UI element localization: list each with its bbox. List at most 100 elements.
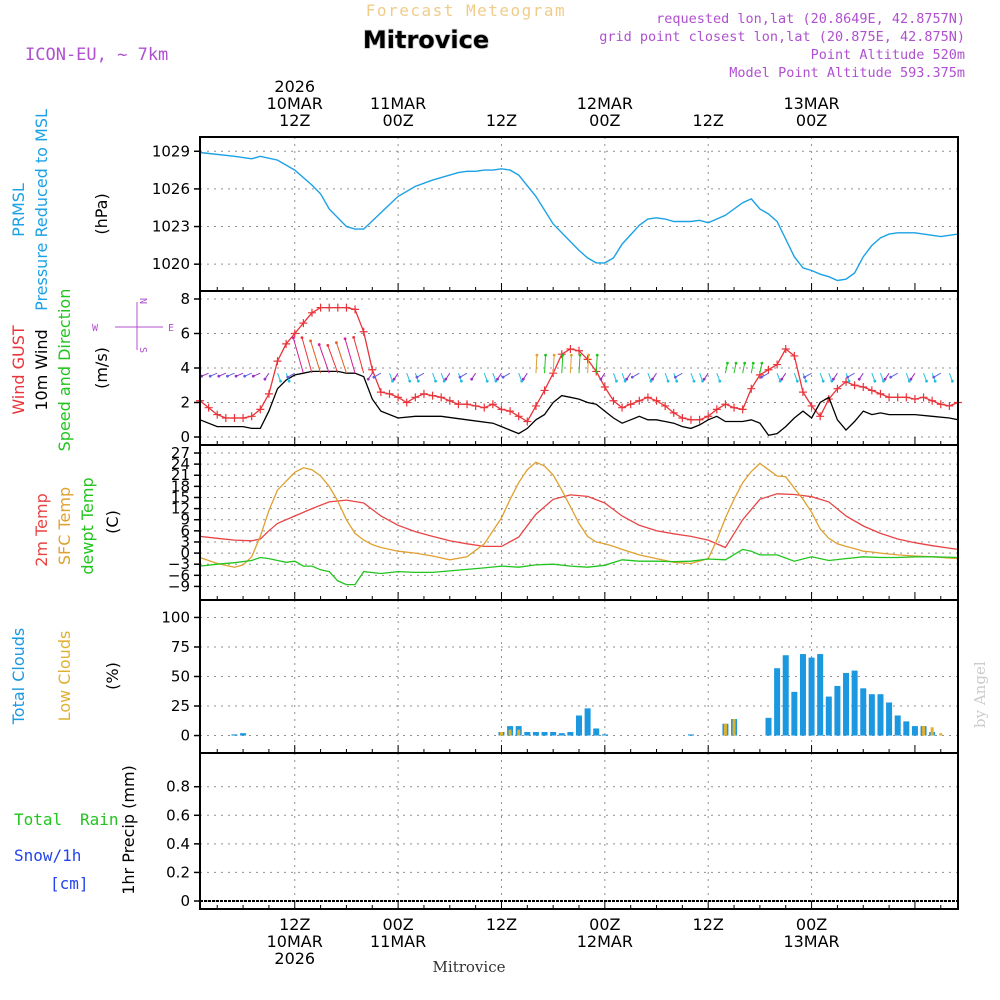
y-tick-label: 1020	[152, 255, 190, 273]
wind-arrow-head	[520, 379, 524, 383]
wind-direction-arrow	[318, 344, 330, 374]
gust-marker	[282, 339, 291, 348]
gust-marker	[730, 403, 739, 412]
wind-arrow-head	[625, 377, 629, 381]
wind-arrow-head	[366, 377, 370, 381]
pressure-panel: 1020 1023 1026 1029	[152, 136, 959, 292]
wind-arrow-head	[535, 353, 539, 357]
wind-arrow-head	[561, 353, 565, 357]
y-tick-label: 4	[180, 359, 190, 377]
y-tick-label: 1026	[152, 180, 190, 198]
wind-arrow-head	[847, 379, 851, 383]
gust-marker	[747, 384, 756, 393]
gust-marker	[876, 389, 885, 398]
gust-marker	[781, 345, 790, 354]
t2m-label: 2m Temp	[32, 493, 51, 567]
gust-marker	[721, 400, 730, 409]
cloud-bar	[939, 733, 943, 736]
bottom-time-label: 10MAR	[267, 932, 323, 951]
bottom-time-label: 00Z	[382, 915, 413, 934]
bottom-time-label: 11MAR	[370, 932, 426, 951]
wind-arrow-head	[372, 375, 376, 379]
wind-arrow-head	[743, 361, 747, 365]
wind-arrow-head	[795, 379, 799, 383]
gust-marker	[523, 417, 532, 426]
gust-marker	[428, 391, 437, 400]
gust-marker	[910, 395, 919, 404]
wind-arrow-head	[830, 379, 834, 383]
wind-dir-label: Speed and Direction	[55, 289, 74, 452]
requested-coords: requested lon,lat (20.8649E, 42.8757N)	[656, 11, 965, 27]
cloud-bar	[851, 670, 858, 736]
wind-arrow-head	[309, 339, 312, 343]
wind-direction-arrow	[535, 355, 538, 374]
gust-marker	[902, 393, 911, 402]
gust-marker	[859, 382, 868, 391]
top-time-label: 12Z	[693, 111, 724, 130]
point-altitude: Point Altitude 520m	[811, 47, 965, 63]
credit-label: by Angel	[971, 661, 989, 728]
prmsl-line	[199, 151, 959, 282]
wind-arrow-head	[599, 377, 603, 381]
gust-marker	[437, 393, 446, 402]
y-tick-label: 12	[171, 500, 190, 518]
wind-direction-arrow	[552, 355, 555, 374]
sfc-temp-line	[199, 461, 959, 568]
wind-arrow-head	[760, 375, 763, 379]
cloud-bar	[922, 726, 926, 736]
wind-arrow-head	[702, 377, 706, 381]
gust-marker	[626, 400, 635, 409]
cloud-bar	[903, 721, 910, 736]
gust-marker	[273, 357, 282, 366]
wind-arrow-head	[416, 379, 420, 383]
y-tick-label: 0	[180, 892, 190, 910]
y-tick-label: 24	[171, 455, 190, 473]
top-time-label: 00Z	[382, 111, 413, 130]
wind-arrow-head	[496, 377, 499, 381]
wind-direction-arrow	[948, 372, 953, 382]
gust-marker	[661, 401, 670, 410]
wind-arrow-head	[907, 379, 911, 383]
wind-arrow-head	[391, 379, 394, 383]
pressure-label-prmsl: PRMSL	[9, 183, 28, 237]
clouds-unit: (%)	[103, 662, 122, 690]
gust-marker	[247, 412, 256, 421]
wind-arrow-head	[760, 361, 764, 365]
wind-arrow-head	[673, 375, 677, 379]
y-tick-label: 1023	[152, 218, 190, 236]
gust-marker	[609, 396, 618, 405]
wind-arrow-head	[651, 377, 654, 381]
cloud-bar	[825, 696, 832, 736]
2m-temp-line	[199, 493, 959, 551]
y-tick-label: 9	[180, 511, 190, 529]
wind-direction-arrow	[406, 372, 411, 382]
wind-direction-arrow	[905, 372, 910, 382]
gust-marker	[402, 398, 411, 407]
y-tick-label: 0	[180, 544, 190, 562]
gust-marker	[325, 303, 334, 312]
y-tick-label: −3	[168, 555, 190, 573]
bottom-time-label: 00Z	[589, 915, 620, 934]
sfc-label: SFC Temp	[55, 487, 74, 565]
y-tick-label: 21	[171, 466, 190, 484]
y-tick-label: 8	[180, 290, 190, 308]
gust-marker	[575, 346, 583, 355]
top-time-label: 10MAR	[267, 94, 323, 113]
wind-arrow-head	[444, 377, 448, 381]
gust-marker	[411, 393, 420, 402]
wind-arrow-head	[300, 336, 304, 340]
gust-marker	[618, 403, 627, 412]
wind-arrow-head	[666, 379, 670, 383]
gust-marker	[704, 412, 713, 421]
y-tick-label: 0	[180, 428, 190, 446]
gust-marker	[385, 389, 394, 398]
wind-arrow-head	[692, 379, 696, 383]
y-tick-label: 0.6	[166, 806, 190, 824]
gust-marker	[342, 303, 351, 312]
gust-marker	[643, 393, 652, 402]
gust-marker	[738, 405, 747, 414]
wind-arrow-head	[751, 361, 755, 365]
wind-direction-arrow	[871, 372, 876, 382]
